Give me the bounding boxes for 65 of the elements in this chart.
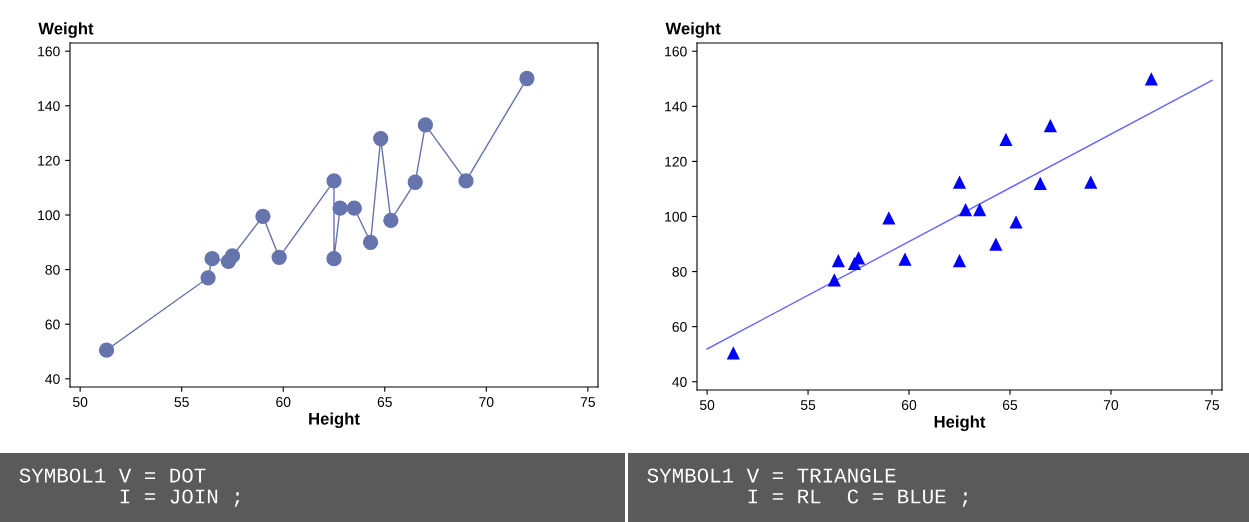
y-tick-label: 80: [45, 264, 60, 275]
point: [458, 173, 474, 189]
point: [326, 251, 342, 267]
y-tick-label: 160: [38, 46, 60, 57]
point: [362, 234, 379, 250]
point: [271, 249, 287, 265]
text: SYMBOL1 V = DOT I = JOIN ;: [19, 468, 240, 508]
y-axis-title: Weight: [38, 22, 94, 38]
y-tick-label: 40: [45, 374, 60, 384]
x-axis-title: Height: [934, 415, 986, 432]
x-tick-label: 50: [699, 400, 715, 410]
point: [1033, 176, 1047, 191]
x-tick-label: 70: [479, 397, 494, 407]
point: [898, 252, 912, 266]
point: [726, 346, 740, 360]
point: [519, 70, 535, 87]
point: [373, 130, 389, 147]
y-tick-label: 120: [38, 155, 60, 166]
point: [973, 203, 987, 217]
point: [952, 175, 967, 189]
y-tick-label: 60: [672, 321, 687, 332]
y-tick-label: 140: [665, 101, 687, 112]
x-tick-label: 50: [72, 397, 88, 407]
text: SYMBOL1 V = TRIANGLE I = RL C = BLUE ;: [647, 468, 968, 508]
x-tick-label: 55: [800, 400, 816, 410]
y-tick-label: 120: [665, 156, 687, 167]
x-tick-label: 60: [276, 397, 291, 407]
x-axis-title: Height: [309, 412, 360, 429]
x-tick-label: 60: [902, 400, 917, 410]
point: [1144, 72, 1158, 86]
x-tick-label: 75: [580, 397, 595, 407]
x-tick-label: 65: [377, 397, 392, 407]
y-tick-label: 60: [45, 319, 60, 330]
x-tick-label: 70: [1103, 400, 1119, 410]
y-tick-label: 40: [672, 377, 687, 387]
point: [200, 270, 216, 286]
point: [1009, 215, 1023, 229]
point: [999, 132, 1013, 146]
point: [383, 212, 399, 229]
y-axis-title: Weight: [665, 22, 721, 38]
point: [1084, 175, 1098, 189]
x-tick-label: 75: [1204, 400, 1220, 410]
point: [958, 203, 973, 217]
y-tick-label: 160: [665, 46, 687, 57]
point: [332, 200, 348, 216]
point: [831, 253, 845, 268]
y-tick-label: 100: [38, 210, 60, 221]
point: [255, 208, 271, 225]
y-tick-label: 100: [665, 211, 687, 222]
point: [882, 211, 896, 225]
point: [326, 173, 342, 189]
point: [417, 117, 434, 133]
y-tick-label: 80: [672, 266, 687, 277]
point: [346, 200, 362, 216]
point: [98, 342, 115, 358]
point: [224, 248, 241, 264]
point: [989, 237, 1003, 251]
point: [1043, 119, 1057, 133]
x-tick-label: 65: [1002, 400, 1018, 410]
y-tick-label: 140: [38, 101, 60, 111]
point: [827, 273, 841, 287]
point: [952, 253, 967, 268]
point: [204, 251, 220, 267]
x-tick-label: 55: [174, 397, 189, 407]
point: [407, 174, 423, 190]
